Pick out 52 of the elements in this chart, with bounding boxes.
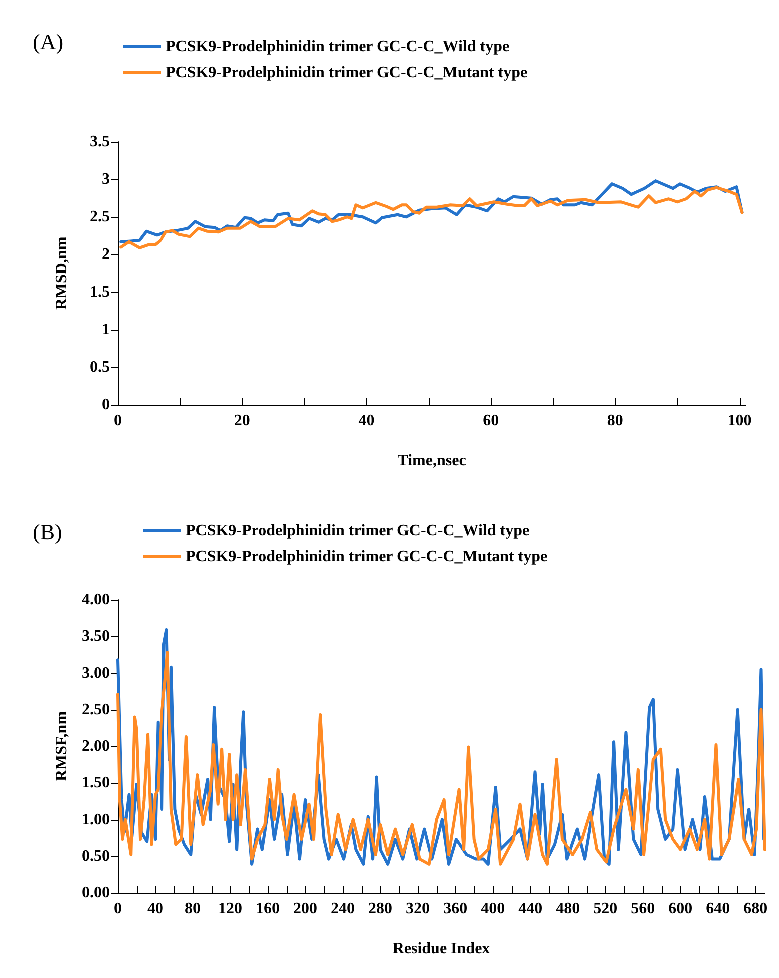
x-tick-label: 480 (556, 900, 580, 918)
legend-label: PCSK9-Prodelphinidin trimer GC-C-C_Wild type (186, 522, 530, 540)
x-tick-label: 100 (728, 412, 752, 430)
legend-label: PCSK9-Prodelphinidin trimer GC-C-C_Wild type (166, 38, 510, 56)
x-tick-label: 120 (218, 900, 243, 918)
x-tick-label: 160 (256, 900, 280, 918)
chart-title: (B) (33, 520, 62, 544)
y-tick-label: 0.5 (90, 358, 110, 376)
x-tick-label: 80 (185, 900, 202, 918)
x-axis-title: Time,nsec (398, 452, 466, 470)
x-tick-label: 0 (114, 412, 122, 430)
y-tick-label: 1.50 (82, 774, 110, 792)
x-tick-label: 40 (358, 412, 375, 430)
y-tick-label: 2.50 (82, 701, 110, 718)
x-tick-label: 40 (148, 900, 164, 918)
line-series (120, 186, 744, 250)
y-tick-label: 4.00 (82, 592, 110, 608)
y-tick-label: 1.00 (82, 811, 110, 828)
x-tick-label: 20 (234, 412, 250, 430)
x-tick-label: 60 (483, 412, 500, 430)
x-tick-label: 680 (744, 900, 768, 918)
x-tick-label: 80 (607, 412, 624, 430)
x-tick-label: 440 (518, 900, 543, 918)
x-tick-label: 200 (294, 900, 318, 918)
y-tick-label: 0.00 (82, 884, 110, 902)
y-tick-label: 2 (102, 246, 110, 264)
x-tick-label: 360 (444, 900, 468, 918)
x-tick-label: 600 (668, 900, 693, 918)
x-tick-label: 240 (331, 900, 356, 918)
x-tick-label: 520 (594, 900, 618, 918)
y-tick-label: 0.50 (82, 848, 110, 865)
x-tick-label: 560 (631, 900, 656, 918)
y-tick-label: 2.00 (82, 738, 110, 755)
x-tick-label: 0 (114, 900, 122, 918)
legend-label: PCSK9-Prodelphinidin trimer GC-C-C_Mutant type (186, 548, 548, 566)
legend-label: PCSK9-Prodelphinidin trimer GC-C-C_Mutant type (166, 64, 528, 82)
y-tick-label: 1.5 (90, 284, 110, 301)
x-tick-label: 320 (406, 900, 430, 918)
y-tick-label: 3 (102, 171, 110, 188)
x-tick-label: 280 (368, 900, 393, 918)
y-tick-label: 3.5 (90, 134, 110, 150)
y-tick-label: 2.5 (90, 208, 110, 226)
chart-title: (A) (33, 30, 64, 54)
y-tick-label: 1 (102, 321, 110, 338)
y-tick-label: 3.00 (82, 664, 110, 682)
x-tick-label: 640 (706, 900, 730, 918)
y-axis-title: RMSF,nm (54, 710, 70, 782)
y-tick-label: 0 (102, 396, 110, 414)
y-tick-label: 3.50 (82, 628, 110, 646)
x-tick-label: 400 (481, 900, 506, 918)
y-axis-title: RMSD,nm (54, 236, 70, 310)
x-axis-title: Residue Index (392, 940, 490, 958)
